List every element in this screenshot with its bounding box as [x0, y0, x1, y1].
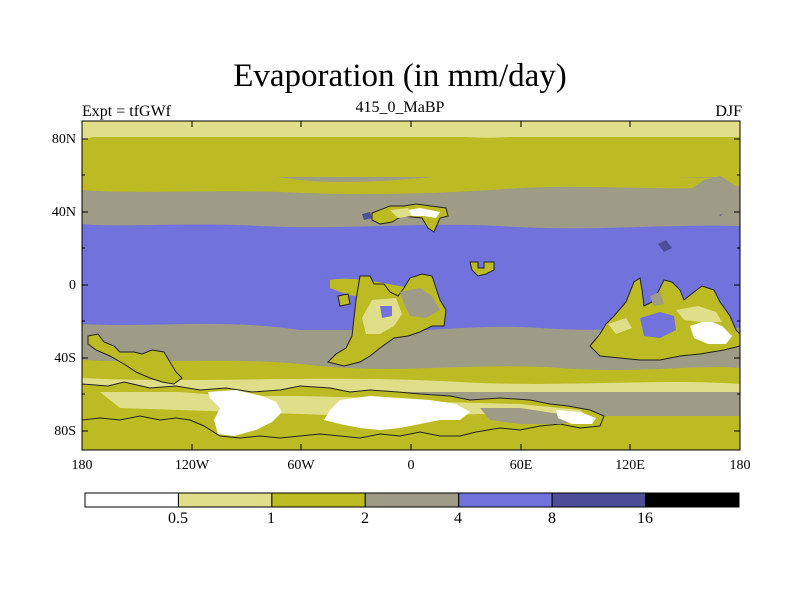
x-label-60w: 60W — [287, 458, 315, 473]
period-label: 415_0_MaBP — [355, 99, 445, 116]
colorbar-label-4: 4 — [454, 510, 462, 527]
y-label-40n: 40N — [51, 205, 76, 220]
dark-patch-kuroshio — [658, 240, 672, 252]
south-green-wave — [82, 360, 740, 378]
map-field — [82, 121, 740, 450]
experiment-label: Expt = tfGWf — [82, 103, 171, 120]
colorbar-swatch-6 — [645, 492, 740, 508]
antarctica-white-tip — [556, 410, 596, 424]
small-island — [469, 261, 495, 277]
south-pale-strip — [82, 378, 740, 392]
sahara-white — [408, 208, 440, 218]
australia-pale — [608, 306, 722, 334]
antarctica-white-west — [208, 390, 282, 436]
season-label: DJF — [715, 103, 742, 120]
north-gray-edge — [82, 170, 740, 195]
colorbar-swatch-4 — [458, 492, 553, 508]
australia-white — [690, 320, 732, 344]
x-label-120w: 120W — [174, 458, 210, 473]
sahara-pale — [390, 208, 412, 218]
south-america-land — [87, 333, 183, 385]
colorbar-label-0-5: 0.5 — [168, 510, 188, 527]
colorbar-label-1: 1 — [267, 510, 275, 527]
x-label-60e: 60E — [509, 458, 533, 473]
y-label-80s: 80S — [54, 424, 76, 439]
y-label-80n: 80N — [51, 132, 76, 147]
tropics-north-edge — [82, 209, 740, 229]
x-label-180e: 180 — [729, 458, 751, 473]
colorbar-label-16: 16 — [637, 510, 653, 527]
map-title: Evaporation (in mm/day) — [233, 58, 567, 94]
australia-gray — [650, 292, 664, 306]
australia-blue — [640, 312, 676, 338]
arctic-edge — [690, 176, 740, 216]
colorbar-swatch-0 — [84, 492, 179, 508]
y-label-40s: 40S — [54, 351, 76, 366]
antarctica-gray-east — [480, 408, 580, 424]
x-label-180w: 180 — [71, 458, 93, 473]
dark-patch-mediterranean — [362, 212, 372, 220]
tropics-blue-lobe — [440, 299, 600, 323]
colorbar-swatch-1 — [177, 492, 273, 508]
africa-blue — [380, 306, 392, 318]
y-label-0: 0 — [69, 278, 76, 293]
x-ticks — [191, 121, 631, 450]
antarctica-white-east — [324, 396, 470, 430]
colorbar-swatch-3 — [364, 492, 460, 508]
colorbar — [84, 492, 740, 508]
colorbar-swatch-2 — [271, 492, 366, 508]
colorbar-label-8: 8 — [548, 510, 556, 527]
africa-small-patch — [337, 293, 351, 307]
africa-gray — [400, 288, 440, 318]
x-label-0: 0 — [407, 458, 415, 473]
band-north-high — [82, 137, 740, 177]
north-band-edge — [82, 121, 740, 140]
colorbar-swatch-5 — [551, 492, 647, 508]
x-label-120e: 120E — [615, 458, 645, 473]
y-ticks — [82, 138, 740, 432]
colorbar-label-2: 2 — [361, 510, 369, 527]
